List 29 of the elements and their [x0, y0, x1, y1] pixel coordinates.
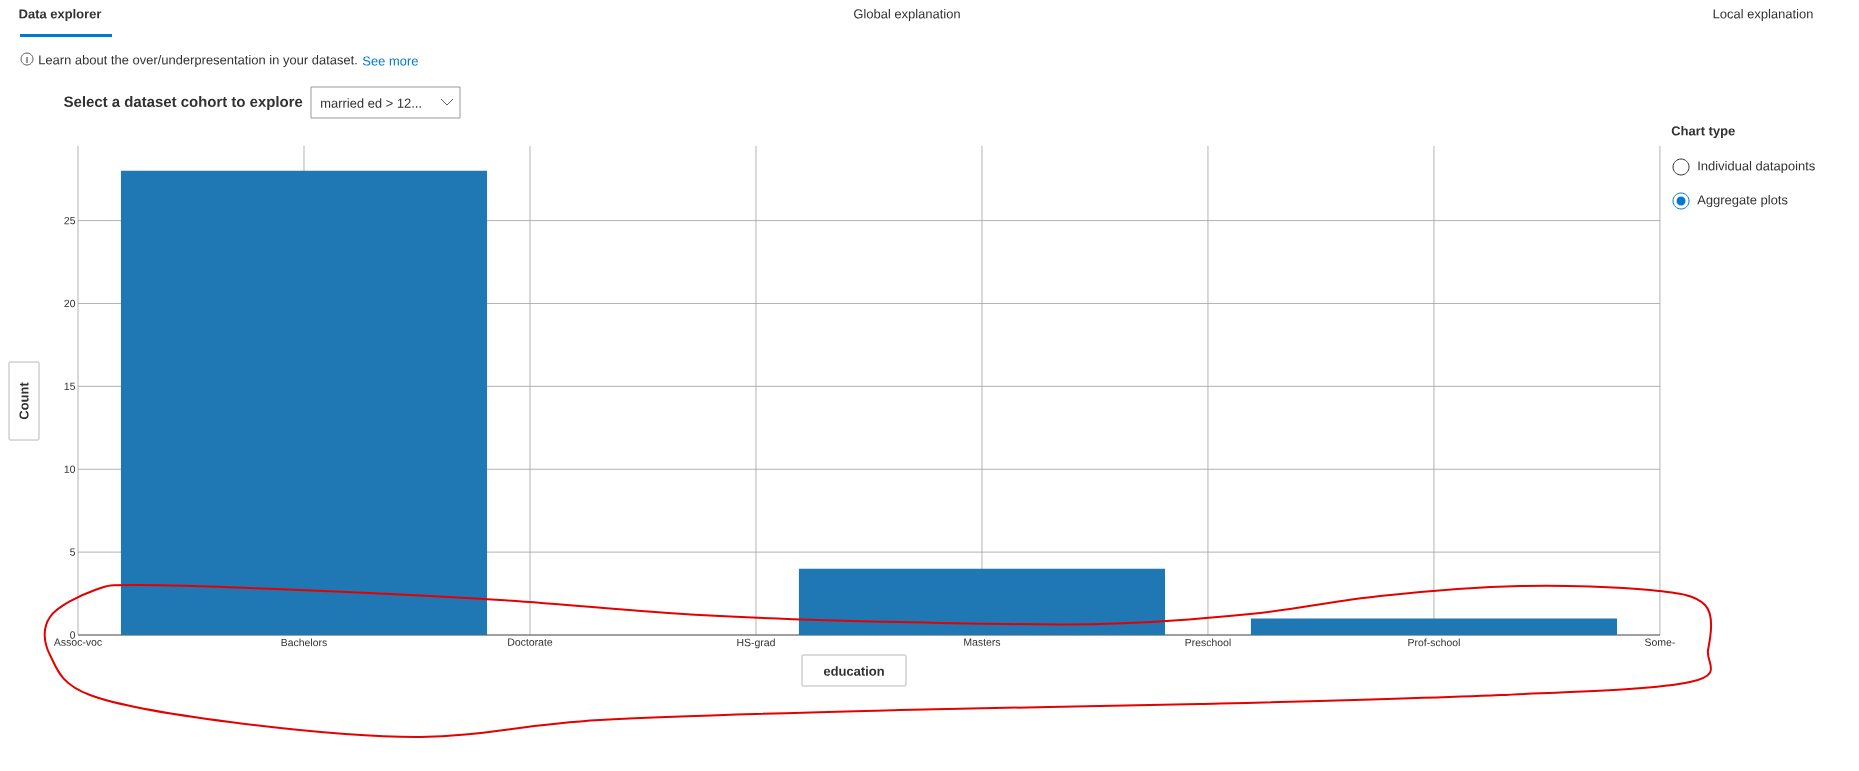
text: Local explanation: [1713, 8, 1813, 22]
x-tick-label: Bachelors: [281, 638, 327, 647]
text: See more: [362, 56, 418, 66]
text: married ed > 12...: [321, 98, 421, 108]
x-tick-label: Doctorate: [508, 638, 553, 646]
bar: [798, 568, 1166, 636]
x-tick-label: Assoc-voc: [53, 638, 102, 646]
bar: [120, 170, 488, 636]
text: Chart type: [1671, 125, 1735, 139]
text: Select a dataset cohort to explore: [64, 96, 303, 110]
y-tick-label: 5: [70, 548, 76, 556]
y-tick-label: 25: [64, 216, 76, 225]
text: Aggregate plots: [1697, 194, 1788, 208]
x-tick-label: Masters: [964, 638, 1001, 646]
x-tick-label: Some-: [1645, 638, 1675, 646]
x-tick-label: Prof-school: [1408, 638, 1460, 647]
y-tick-label: 15: [64, 382, 76, 391]
y-tick-label: 20: [64, 299, 76, 308]
text: Individual datapoints: [1698, 160, 1815, 174]
x-tick-label: HS-grad: [737, 638, 775, 649]
text: Learn about the over/underpresentation in your dataset.: [39, 54, 357, 68]
y-axis-title: Count: [19, 382, 29, 420]
y-tick-label: 0: [70, 631, 76, 639]
text: Data explorer: [19, 8, 102, 22]
bar: [1250, 618, 1618, 636]
x-tick-label: Preschool: [1185, 638, 1231, 647]
y-tick-label: 10: [64, 465, 76, 473]
text: Global explanation: [854, 8, 960, 22]
x-axis-title: education: [823, 666, 884, 676]
